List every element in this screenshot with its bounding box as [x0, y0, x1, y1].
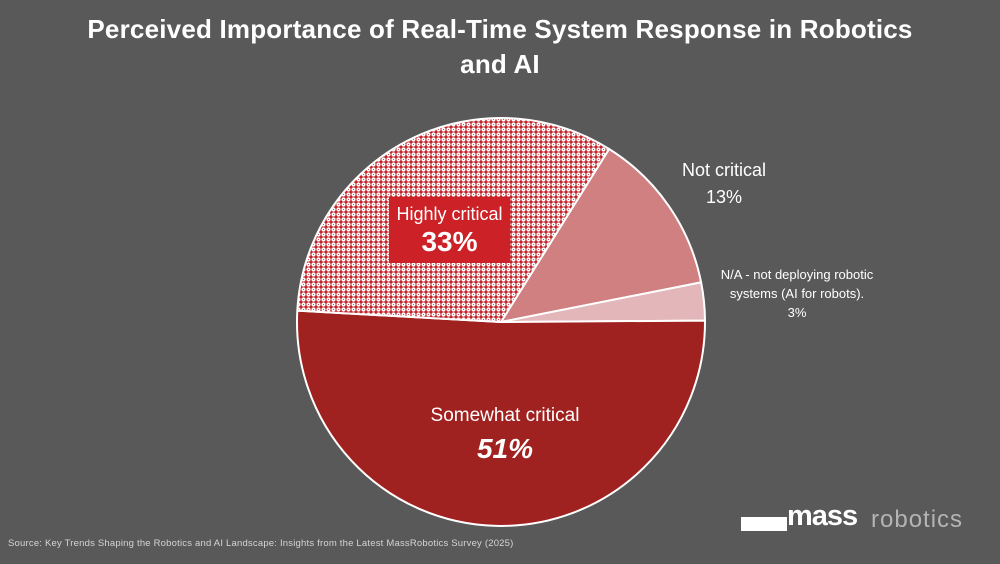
massrobotics-logo-mass-text: mass	[787, 500, 858, 532]
not-critical-data-label: Not critical 13%	[624, 157, 824, 211]
highly-critical-label-text: Highly critical	[396, 204, 503, 224]
massrobotics-logo-bar-icon	[741, 517, 787, 531]
massrobotics-logo-robotics-text: robotics	[871, 506, 964, 533]
page-title-line2: and AI	[460, 49, 540, 79]
massrobotics-logo: mass robotics	[741, 500, 976, 544]
somewhat-critical-percent: 51%	[476, 433, 534, 464]
somewhat-critical-data-label: Somewhat critical 51%	[385, 403, 625, 467]
highly-critical-data-label: Highly critical 33%	[389, 197, 510, 263]
not-critical-percent: 13%	[705, 187, 743, 207]
page-title-line1: Perceived Importance of Real-Time System…	[87, 14, 913, 44]
page-title: Perceived Importance of Real-Time System…	[0, 12, 1000, 82]
na-label-line1: N/A - not deploying robotic	[720, 267, 874, 282]
pie-slice-not-critical	[500, 148, 703, 323]
pie-chart	[296, 117, 707, 527]
somewhat-critical-label-text: Somewhat critical	[430, 405, 580, 426]
na-label-line2: systems (AI for robots).	[729, 286, 865, 301]
na-data-label: N/A - not deploying robotic systems (AI …	[697, 265, 897, 322]
na-percent: 3%	[787, 305, 807, 320]
highly-critical-percent: 33%	[421, 226, 478, 257]
pie-slice-somewhat-critical	[296, 309, 707, 527]
not-critical-label-text: Not critical	[681, 160, 766, 180]
source-citation: Source: Key Trends Shaping the Robotics …	[8, 538, 514, 549]
